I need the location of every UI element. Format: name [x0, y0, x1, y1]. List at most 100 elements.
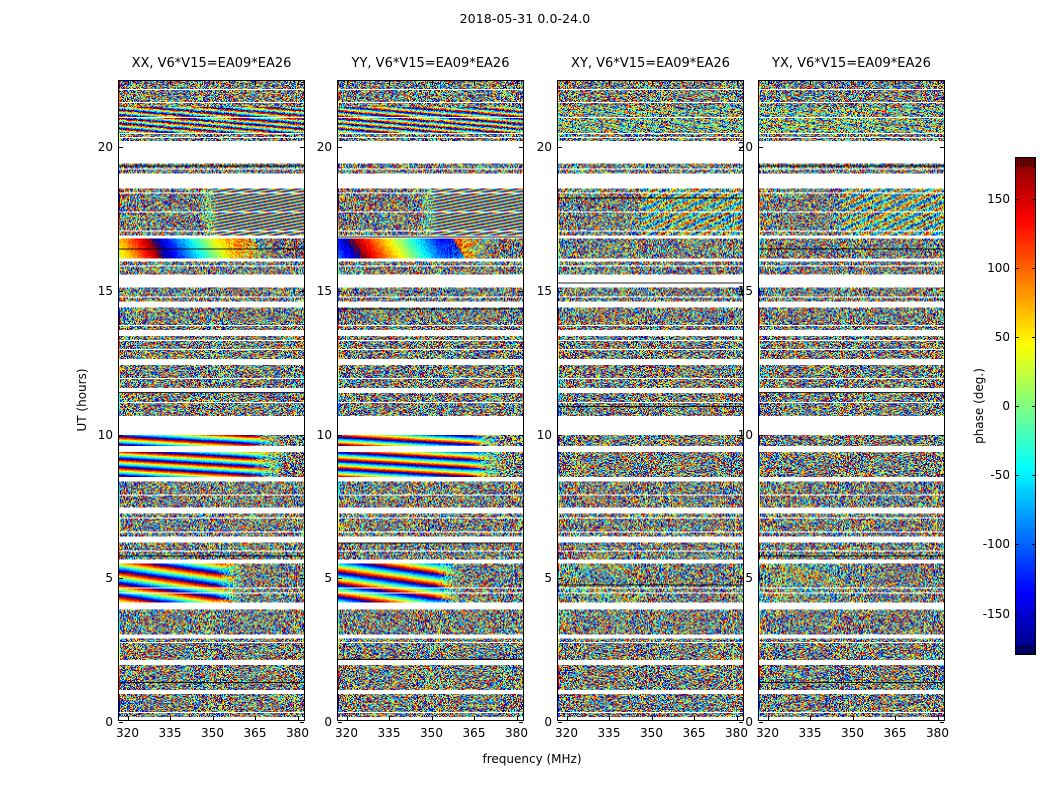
x-tick-mark: [389, 81, 390, 85]
x-tick-mark: [255, 716, 256, 720]
y-tick-mark: [300, 722, 304, 723]
y-tick-mark: [558, 578, 562, 579]
colorbar-tick-label: 150: [987, 191, 1010, 206]
x-tick-mark: [609, 716, 610, 720]
x-tick-label: 350: [420, 726, 443, 740]
y-tick-label: 5: [105, 571, 113, 586]
x-tick-mark: [474, 81, 475, 85]
x-tick-mark: [517, 81, 518, 85]
colorbar-tick-mark: [1032, 544, 1036, 545]
x-tick-mark: [567, 81, 568, 85]
colorbar-tick-label: 100: [987, 260, 1010, 275]
y-axis-label: UT (hours): [75, 368, 89, 432]
x-tick-mark: [298, 716, 299, 720]
colorbar-label: phase (deg.): [972, 368, 986, 444]
y-tick-mark: [119, 291, 123, 292]
x-tick-label: 335: [798, 726, 822, 740]
panel-xy[interactable]: XY, V6*V15=EA09*EA26 0 5 10 15 20 320 335 350 36…: [537, 56, 748, 740]
panel-yy[interactable]: YY, V6*V15=EA09*EA26 0 5 10 15 20 320 335 350 36…: [317, 56, 528, 740]
colorbar-tick-mark: [1032, 268, 1036, 269]
panel-xx[interactable]: XX, V6*V15=EA09*EA26 0 5 10 15 20 320 335 350 36…: [98, 56, 309, 740]
y-tick-mark: [338, 722, 342, 723]
y-tick-mark: [759, 578, 763, 579]
colorbar-tick-mark: [1015, 406, 1019, 407]
colorbar-tick-mark: [1032, 614, 1036, 615]
x-tick-mark: [255, 81, 256, 85]
colorbar-tick-label: 50: [994, 329, 1010, 344]
x-tick-mark: [694, 716, 695, 720]
y-tick-mark: [759, 722, 763, 723]
x-tick-mark: [170, 716, 171, 720]
axes-xy[interactable]: 0 5 10 15 20 320 335 350 365 380: [537, 80, 748, 740]
panel-yx[interactable]: YX, V6*V15=EA09*EA26 0 5 10 15 20 320 335 350 36…: [738, 56, 949, 740]
x-tick-mark: [810, 716, 811, 720]
y-tick-label: 10: [97, 427, 113, 442]
x-axis-label: frequency (MHz): [482, 752, 582, 766]
y-tick-mark: [739, 578, 743, 579]
y-tick-label: 20: [316, 140, 332, 155]
x-tick-mark: [853, 81, 854, 85]
y-tick-mark: [759, 435, 763, 436]
waterfall-image-yy: [338, 81, 523, 720]
y-tick-mark: [759, 147, 763, 148]
y-tick-label: 5: [324, 571, 332, 586]
x-tick-mark: [128, 716, 129, 720]
x-tick-mark: [567, 716, 568, 720]
axes-xx[interactable]: 0 5 10 15 20 320 335 350 365 380: [98, 80, 309, 740]
x-tick-mark: [609, 81, 610, 85]
x-tick-mark: [213, 81, 214, 85]
y-tick-mark: [119, 435, 123, 436]
panel-title-yy: YY, V6*V15=EA09*EA26: [351, 56, 510, 71]
x-tick-mark: [652, 716, 653, 720]
y-tick-mark: [940, 578, 944, 579]
y-tick-mark: [558, 291, 562, 292]
y-tick-mark: [558, 722, 562, 723]
y-tick-mark: [338, 147, 342, 148]
y-tick-label: 0: [105, 715, 113, 729]
axes-yy[interactable]: 0 5 10 15 20 320 335 350 365 380: [317, 80, 528, 740]
x-tick-mark: [768, 81, 769, 85]
panel-title-xy: XY, V6*V15=EA09*EA26: [571, 56, 730, 71]
colorbar-tick-mark: [1015, 337, 1019, 338]
x-tick-label: 350: [201, 726, 224, 740]
y-tick-mark: [759, 291, 763, 292]
y-tick-mark: [739, 435, 743, 436]
colorbar-tick-mark: [1032, 475, 1036, 476]
colorbar-tick-label: -100: [982, 537, 1010, 552]
y-tick-mark: [300, 147, 304, 148]
x-tick-mark: [347, 81, 348, 85]
x-tick-label: 365: [883, 726, 907, 740]
axes-yx[interactable]: 0 5 10 15 20 320 335 350 365 380: [738, 80, 949, 740]
colorbar-tick-label: -150: [982, 606, 1010, 621]
y-tick-mark: [519, 722, 523, 723]
colorbar[interactable]: -150 -100 -50 0 50 100 150: [983, 157, 1036, 655]
colorbar-tick-label: -50: [990, 468, 1010, 483]
x-tick-mark: [517, 716, 518, 720]
x-tick-mark: [652, 81, 653, 85]
y-tick-mark: [940, 722, 944, 723]
y-tick-mark: [300, 578, 304, 579]
x-tick-mark: [938, 81, 939, 85]
y-tick-label: 5: [745, 571, 753, 586]
x-tick-label: 365: [243, 726, 267, 740]
x-tick-mark: [938, 716, 939, 720]
x-tick-label: 365: [682, 726, 706, 740]
y-tick-mark: [519, 291, 523, 292]
y-tick-label: 15: [737, 283, 753, 298]
y-tick-mark: [338, 291, 342, 292]
y-tick-mark: [739, 291, 743, 292]
x-tick-mark: [298, 81, 299, 85]
y-tick-label: 20: [536, 140, 552, 155]
colorbar-tick-mark: [1015, 614, 1019, 615]
figure-suptitle: 2018-05-31 0.0-24.0: [459, 11, 591, 26]
y-tick-mark: [940, 147, 944, 148]
x-tick-mark: [694, 81, 695, 85]
x-tick-label: 380: [725, 726, 748, 740]
y-tick-mark: [940, 291, 944, 292]
colorbar-tick-label: 0: [1002, 399, 1010, 413]
y-tick-mark: [300, 291, 304, 292]
y-tick-mark: [519, 147, 523, 148]
x-tick-mark: [432, 716, 433, 720]
x-tick-label: 350: [841, 726, 864, 740]
colorbar-tick-mark: [1015, 544, 1019, 545]
